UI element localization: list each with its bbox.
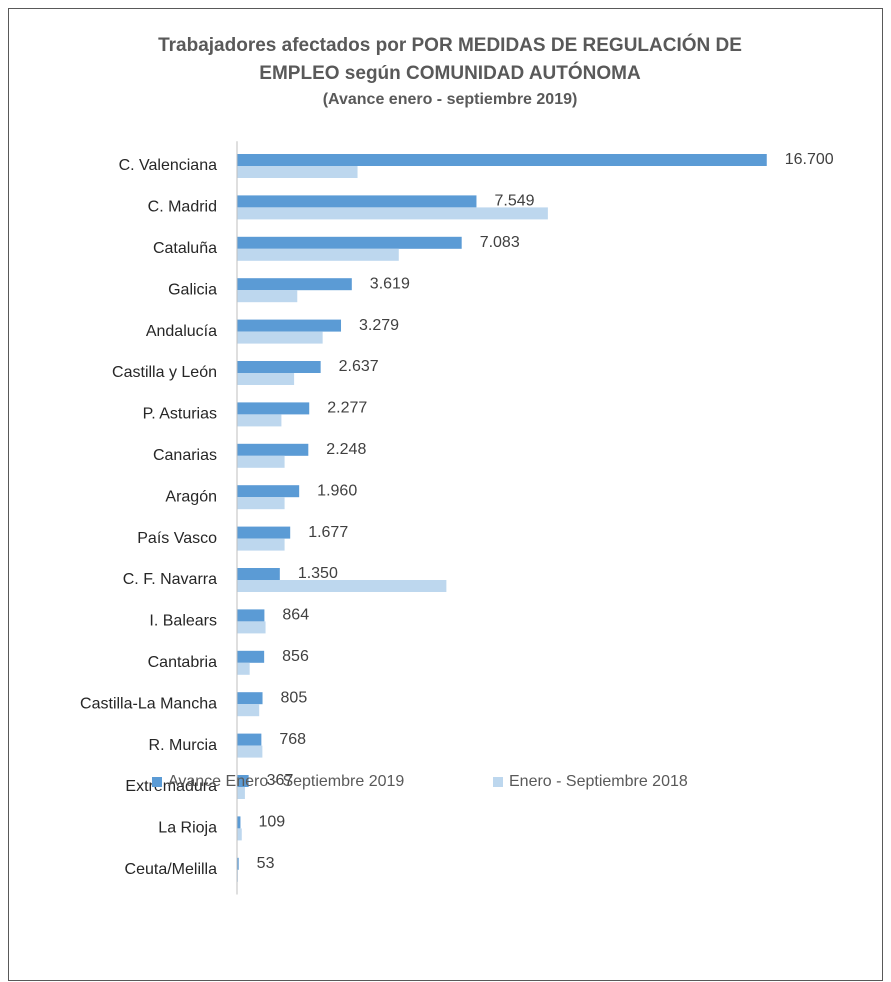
data-label: 109 bbox=[258, 814, 285, 831]
bar bbox=[237, 816, 241, 829]
y-tick-label: Extremadura bbox=[125, 778, 217, 795]
bar bbox=[237, 526, 291, 539]
chart-border bbox=[8, 8, 883, 981]
y-tick-label: P. Asturias bbox=[143, 406, 217, 423]
y-tick-label: C. Valenciana bbox=[119, 157, 218, 174]
y-tick-label: I. Balears bbox=[149, 613, 217, 630]
y-tick-label: R. Murcia bbox=[149, 737, 218, 754]
bar bbox=[237, 580, 447, 592]
bar bbox=[237, 236, 462, 249]
data-label: 16.700 bbox=[785, 151, 834, 168]
y-tick-label: Galicia bbox=[168, 281, 217, 298]
bar bbox=[237, 650, 265, 663]
data-label: 1.960 bbox=[317, 482, 357, 499]
legend-label: Avance Enero - Septiembre 2019 bbox=[168, 773, 404, 790]
data-label: 2.637 bbox=[339, 358, 379, 375]
y-tick-label: Cantabria bbox=[148, 654, 217, 671]
y-tick-label: País Vasco bbox=[137, 530, 217, 547]
bar bbox=[237, 290, 298, 303]
data-label: 3.619 bbox=[370, 275, 410, 292]
chart-title: Trabajadores afectados por POR MEDIDAS D… bbox=[158, 35, 742, 84]
y-tick-label: La Rioja bbox=[158, 820, 217, 837]
bar bbox=[237, 373, 295, 385]
legend-swatch bbox=[152, 777, 162, 787]
bar bbox=[237, 485, 300, 498]
data-label: 805 bbox=[281, 689, 308, 706]
data-label: 2.277 bbox=[327, 400, 367, 417]
bar bbox=[237, 402, 310, 415]
bar bbox=[237, 414, 282, 427]
bar bbox=[237, 609, 265, 622]
bar bbox=[237, 704, 260, 717]
bar bbox=[237, 733, 262, 746]
bar bbox=[237, 278, 352, 291]
bar bbox=[237, 154, 767, 166]
bar bbox=[237, 319, 342, 332]
data-label: 856 bbox=[282, 648, 309, 665]
bar bbox=[237, 207, 548, 220]
bar bbox=[237, 455, 285, 468]
bar bbox=[237, 166, 358, 178]
legend-swatch bbox=[493, 777, 503, 787]
data-label: 864 bbox=[282, 607, 309, 624]
y-tick-label: Andalucía bbox=[146, 323, 217, 340]
y-tick-label: C. Madrid bbox=[148, 199, 217, 216]
bar bbox=[237, 538, 285, 551]
bar bbox=[237, 361, 321, 373]
data-label: 53 bbox=[257, 855, 275, 872]
chart-subtitle: (Avance enero - septiembre 2019) bbox=[322, 91, 578, 108]
bar bbox=[237, 497, 285, 510]
data-label: 3.279 bbox=[359, 317, 399, 334]
bar bbox=[237, 857, 239, 870]
y-tick-label: Castilla y León bbox=[112, 364, 217, 381]
data-label: 2.248 bbox=[326, 441, 366, 458]
bar bbox=[237, 248, 399, 261]
legend-label: Enero - Septiembre 2018 bbox=[509, 773, 688, 790]
bar bbox=[237, 775, 249, 787]
bar bbox=[237, 621, 266, 634]
bar bbox=[237, 568, 280, 580]
bar bbox=[237, 195, 477, 208]
y-tick-label: C. F. Navarra bbox=[123, 571, 217, 588]
data-label: 768 bbox=[279, 731, 306, 748]
data-label: 1.350 bbox=[298, 565, 338, 582]
data-label: 7.549 bbox=[494, 193, 534, 210]
bar bbox=[237, 443, 309, 456]
y-tick-label: Ceuta/Melilla bbox=[125, 861, 218, 878]
data-label: 1.677 bbox=[308, 524, 348, 541]
bar bbox=[237, 787, 245, 799]
bar bbox=[237, 331, 323, 344]
bar bbox=[237, 662, 250, 675]
data-label: 367 bbox=[267, 772, 294, 789]
y-tick-label: Castilla-La Mancha bbox=[80, 695, 217, 712]
bar bbox=[237, 692, 263, 705]
data-label: 7.083 bbox=[480, 234, 520, 251]
y-tick-label: Aragón bbox=[165, 488, 217, 505]
y-tick-label: Canarias bbox=[153, 447, 217, 464]
bar bbox=[237, 745, 263, 758]
y-tick-label: Cataluña bbox=[153, 240, 217, 257]
bar bbox=[237, 828, 242, 841]
